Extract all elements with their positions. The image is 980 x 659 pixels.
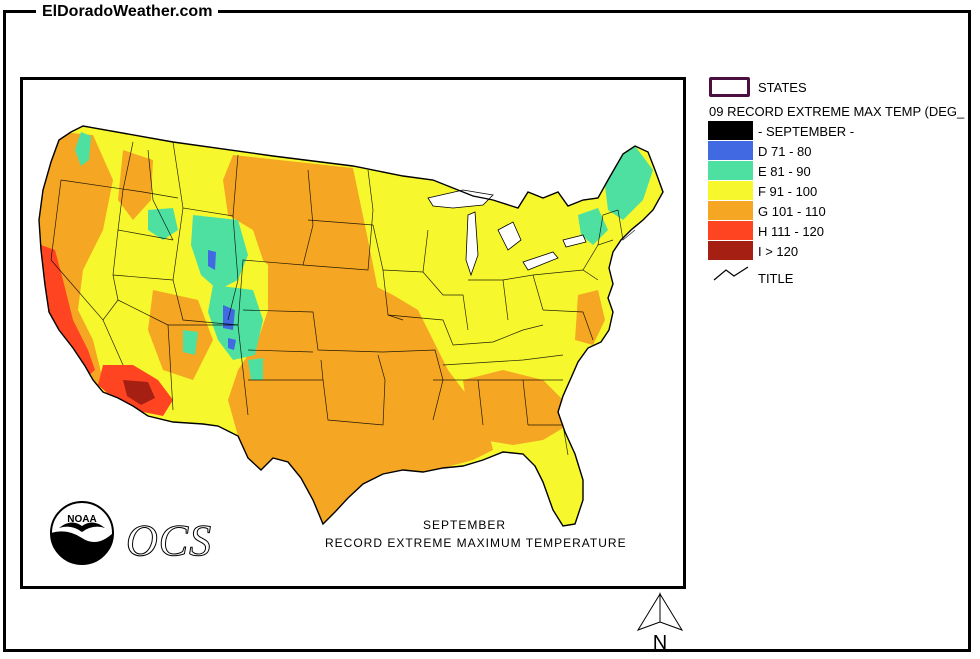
noaa-label: NOAA	[67, 514, 96, 525]
legend-item-label: F 91 - 100	[758, 184, 818, 199]
legend-item-label: H 111 - 120	[758, 224, 825, 239]
north-label: N	[653, 632, 667, 654]
title-legend-label: TITLE	[758, 271, 794, 286]
legend-swatch	[708, 121, 753, 140]
legend-swatch	[708, 241, 753, 260]
title-line-icon	[713, 266, 749, 281]
legend-item-label: I > 120	[758, 244, 799, 259]
layer-title: 09 RECORD EXTREME MAX TEMP (DEG_	[709, 104, 965, 119]
noaa-logo-icon: NOAA	[50, 501, 114, 565]
states-legend-label: STATES	[758, 80, 807, 95]
states-legend-swatch	[709, 77, 750, 97]
map-caption-month: SEPTEMBER	[423, 518, 507, 532]
legend-item-label: G 101 - 110	[758, 204, 826, 219]
north-arrow-icon: N	[636, 592, 684, 654]
ocs-label: OCS	[125, 516, 213, 566]
legend-item-label: - SEPTEMBER -	[758, 124, 855, 139]
legend-item-label: E 81 - 90	[758, 164, 811, 179]
legend-swatch	[708, 221, 753, 240]
map-panel: NOAA OCS SEPTEMBER RECORD EXTREME MAXIMU…	[20, 77, 686, 589]
us-temperature-map	[38, 125, 664, 527]
legend-swatch	[708, 201, 753, 220]
legend-swatch	[708, 161, 753, 180]
legend-swatch	[708, 181, 753, 200]
outer-frame	[3, 10, 971, 652]
legend-item-label: D 71 - 80	[758, 144, 812, 159]
site-title: ElDoradoWeather.com	[36, 3, 219, 21]
legend-swatch	[708, 141, 753, 160]
map-caption-title: RECORD EXTREME MAXIMUM TEMPERATURE	[325, 536, 627, 550]
